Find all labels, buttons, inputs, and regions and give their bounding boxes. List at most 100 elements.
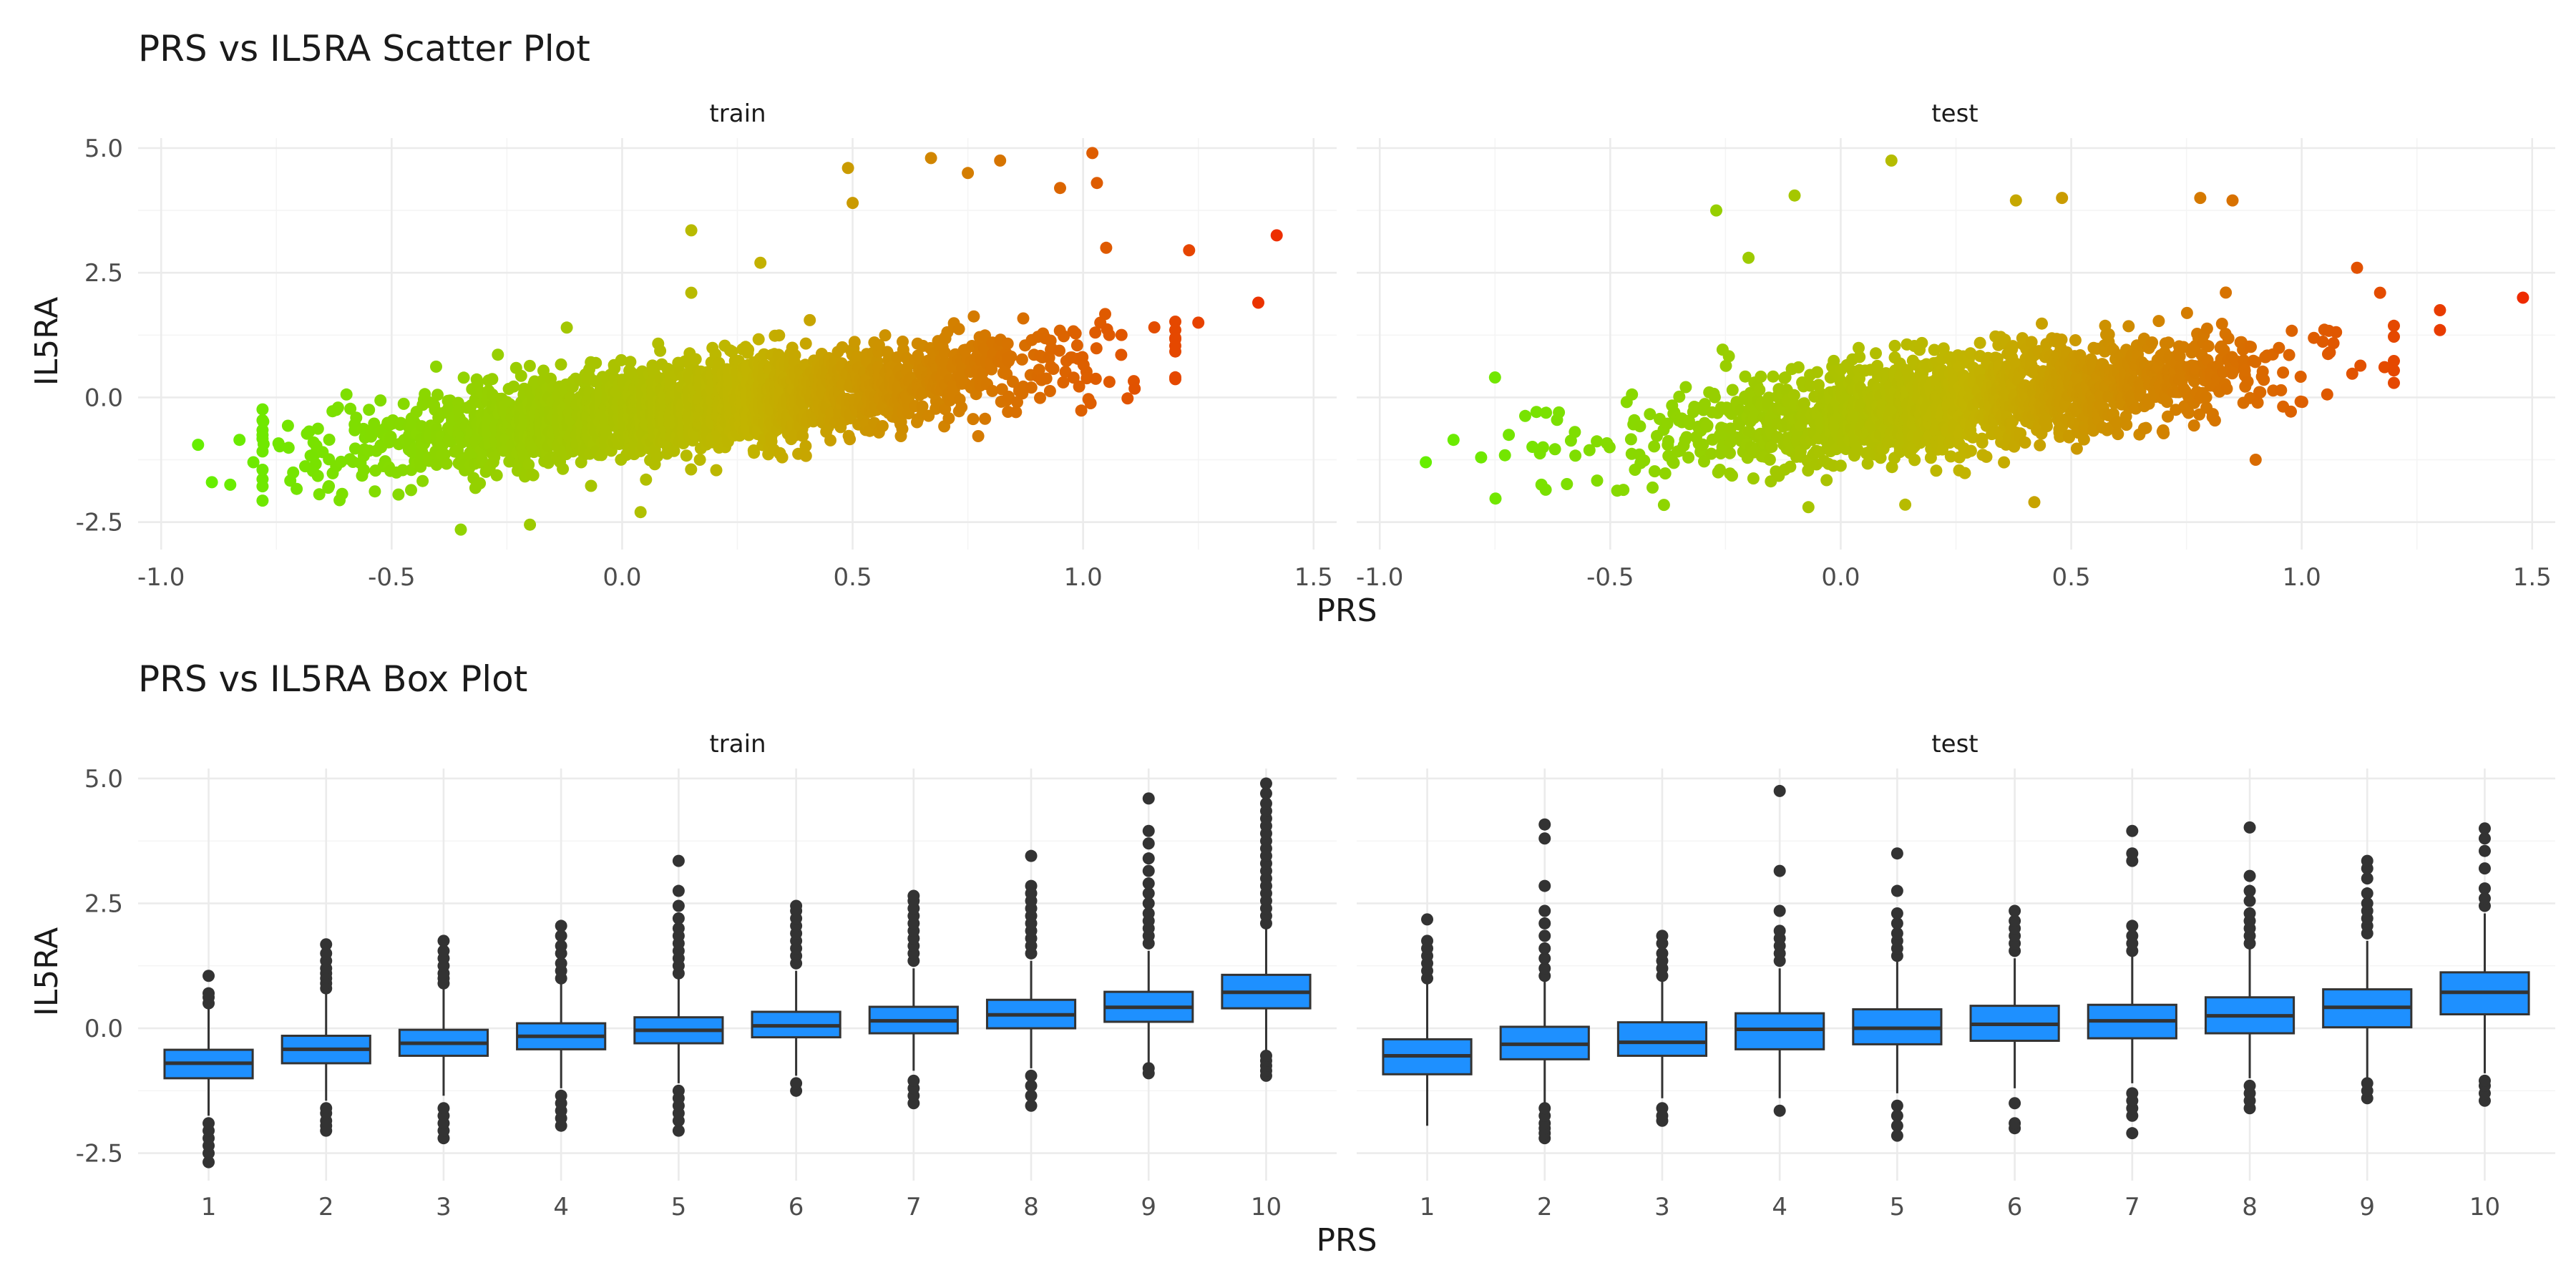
scatter-point xyxy=(1033,364,1045,376)
scatter-point xyxy=(1503,429,1516,441)
scatter-point xyxy=(233,434,246,447)
scatter-point xyxy=(1148,321,1161,333)
scatter-point xyxy=(1447,434,1460,447)
scatter-point xyxy=(955,401,968,414)
scatter-point xyxy=(1498,449,1511,462)
scatter-point xyxy=(595,449,608,462)
box-outlier xyxy=(2478,822,2491,835)
scatter-point xyxy=(2146,336,2159,349)
x-tick-label: 8 xyxy=(1023,1193,1039,1221)
scatter-point xyxy=(1767,370,1780,383)
scatter-point xyxy=(430,360,442,373)
box-y-axis-label: IL5RA xyxy=(29,927,65,1016)
box-outlier xyxy=(907,1074,920,1087)
scatter-point xyxy=(1583,444,1596,457)
box-outlier xyxy=(672,899,685,912)
scatter-point xyxy=(1169,339,1181,352)
box-outlier xyxy=(555,919,567,932)
box-outlier xyxy=(2243,869,2256,882)
box-outlier xyxy=(672,912,685,924)
scatter-point xyxy=(363,404,376,416)
scatter-point xyxy=(384,430,397,443)
x-tick-label: -0.5 xyxy=(368,563,415,592)
x-tick-label: 10 xyxy=(1251,1193,1282,1221)
scatter-point xyxy=(416,474,429,487)
scatter-point xyxy=(323,434,336,446)
scatter-x-axis-label: PRS xyxy=(1316,592,1377,629)
scatter-point xyxy=(309,458,322,470)
scatter-point xyxy=(1657,499,1670,512)
box-outlier xyxy=(320,938,333,951)
scatter-point xyxy=(2316,336,2329,348)
scatter-point xyxy=(474,477,487,489)
box-outlier xyxy=(1142,1062,1155,1075)
scatter-point xyxy=(651,450,664,462)
scatter-point xyxy=(1121,392,1134,405)
scatter-point xyxy=(986,384,999,397)
scatter-point xyxy=(2162,336,2175,349)
scatter-point xyxy=(2388,376,2400,389)
scatter-point xyxy=(224,478,237,491)
box-outlier xyxy=(1773,864,1786,877)
scatter-point xyxy=(1908,454,1921,467)
scatter-point xyxy=(640,473,653,486)
box-outlier xyxy=(2361,1077,2373,1090)
box-outlier xyxy=(2009,1097,2021,1110)
box-outlier xyxy=(555,1089,567,1102)
x-tick-label: 9 xyxy=(2359,1193,2375,1221)
scatter-point xyxy=(1811,366,1823,379)
scatter-point xyxy=(1099,308,1111,321)
box-outlier xyxy=(203,1117,215,1130)
scatter-point xyxy=(1475,451,1488,464)
scatter-point xyxy=(369,485,381,498)
scatter-point xyxy=(1701,419,1714,432)
scatter-point xyxy=(192,439,205,452)
scatter-point xyxy=(257,415,270,428)
scatter-point xyxy=(1420,456,1433,469)
scatter-point xyxy=(430,459,443,471)
scatter-point xyxy=(1489,492,1502,505)
scatter-point xyxy=(796,429,809,442)
scatter-point xyxy=(2036,317,2048,330)
x-tick-label: 8 xyxy=(2242,1193,2258,1221)
scatter-point xyxy=(2285,405,2297,418)
scatter-point xyxy=(742,343,755,356)
scatter-point xyxy=(1710,204,1722,217)
scatter-point xyxy=(1069,327,1082,340)
scatter-point xyxy=(1034,391,1046,404)
scatter-point xyxy=(2152,315,2165,328)
scatter-point xyxy=(1128,382,1141,395)
box-outlier xyxy=(1538,879,1551,892)
scatter-point xyxy=(1053,344,1065,357)
scatter-point xyxy=(1853,351,1866,364)
box-outlier xyxy=(1259,1049,1272,1062)
scatter-point xyxy=(282,441,295,454)
scatter-point xyxy=(2434,304,2446,316)
box-outlier xyxy=(790,899,803,912)
scatter-point xyxy=(287,466,300,479)
scatter-point xyxy=(340,388,353,401)
y-tick-label: 0.0 xyxy=(84,384,123,412)
scatter-point xyxy=(440,457,453,470)
scatter-point xyxy=(2434,323,2446,336)
box-outlier xyxy=(672,1084,685,1097)
scatter-point xyxy=(527,469,540,482)
scatter-point xyxy=(624,356,637,369)
scatter-point xyxy=(1958,467,1971,479)
scatter-point xyxy=(247,456,260,469)
box-outlier xyxy=(1538,832,1551,845)
scatter-strip-test: test xyxy=(1931,99,1978,128)
box-outlier xyxy=(1890,884,1903,897)
scatter-point xyxy=(1976,436,1989,449)
scatter-point xyxy=(438,448,451,461)
scatter-point xyxy=(336,487,348,500)
box-outlier xyxy=(2243,907,2256,919)
scatter-point xyxy=(1080,372,1093,385)
scatter-point xyxy=(1252,296,1264,309)
box-outlier xyxy=(1773,904,1786,917)
scatter-point xyxy=(514,369,527,382)
box-outlier xyxy=(1538,1102,1551,1115)
scatter-point xyxy=(847,197,859,210)
scatter-point xyxy=(323,480,336,492)
box-y-axis: -2.50.02.55.0 xyxy=(76,765,123,1169)
